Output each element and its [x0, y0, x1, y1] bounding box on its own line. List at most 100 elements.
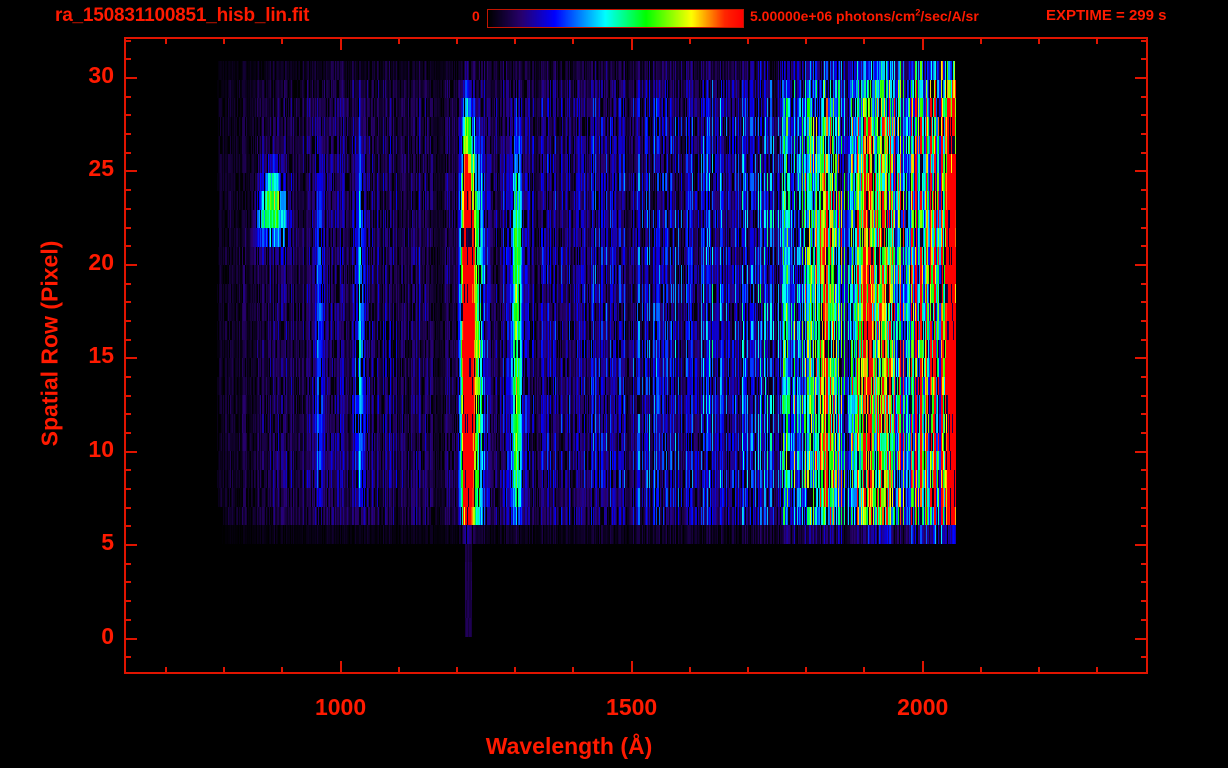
x-axis-tick: [805, 667, 808, 674]
plot-frame: [124, 37, 1148, 674]
x-axis-tick: [863, 37, 866, 44]
y-axis-tick: [1135, 263, 1148, 266]
x-axis-tick: [572, 37, 575, 44]
y-axis-tick-label: 5: [101, 529, 114, 556]
y-axis-tick: [1141, 338, 1148, 341]
y-axis-tick: [1141, 469, 1148, 472]
y-axis-tick: [1141, 525, 1148, 528]
y-axis-tick: [124, 357, 137, 360]
y-axis-tick: [124, 226, 131, 229]
y-axis-tick: [124, 469, 131, 472]
x-axis-tick: [688, 667, 691, 674]
y-axis-tick: [124, 375, 131, 378]
x-axis-tick: [514, 667, 517, 674]
x-axis-tick: [223, 667, 226, 674]
y-axis-tick: [124, 506, 131, 509]
colorbar: [487, 9, 744, 28]
y-axis-tick: [124, 170, 137, 173]
y-axis-tick: [124, 525, 131, 528]
colorbar-gradient: [488, 10, 743, 27]
y-axis-tick: [1141, 506, 1148, 509]
colorbar-max-label: 5.00000e+06 photons/cm2/sec/A/sr: [750, 8, 979, 24]
x-axis-tick: [164, 37, 167, 44]
y-axis-tick: [124, 282, 131, 285]
colorbar-units-exponent: 2: [915, 7, 921, 18]
y-axis-tick: [1141, 375, 1148, 378]
y-axis-tick: [1141, 581, 1148, 584]
y-axis-tick-label: 10: [88, 435, 114, 462]
y-axis-tick: [124, 207, 131, 210]
y-axis-tick: [124, 263, 137, 266]
y-axis-tick: [124, 562, 131, 565]
y-axis-tick: [1135, 170, 1148, 173]
x-axis-tick: [979, 667, 982, 674]
y-axis-tick: [124, 544, 137, 547]
y-axis-tick: [124, 600, 131, 603]
x-axis-tick: [281, 37, 284, 44]
x-axis-tick: [921, 661, 924, 674]
y-axis-tick: [1141, 189, 1148, 192]
y-axis-tick: [1135, 637, 1148, 640]
y-axis-tick: [1135, 77, 1148, 80]
spectrogram-image: [126, 39, 1146, 672]
x-axis-tick: [223, 37, 226, 44]
y-axis-tick: [1141, 319, 1148, 322]
y-axis-tick: [1141, 95, 1148, 98]
y-axis-tick: [1141, 58, 1148, 61]
x-axis-tick: [397, 667, 400, 674]
x-axis-tick: [747, 37, 750, 44]
y-axis-tick: [1141, 656, 1148, 659]
x-axis-tick: [514, 37, 517, 44]
y-axis-tick: [1141, 600, 1148, 603]
y-axis-tick: [1141, 562, 1148, 565]
y-axis-tick: [124, 618, 131, 621]
y-axis-tick: [124, 39, 131, 42]
y-axis-tick: [124, 488, 131, 491]
colorbar-max-value: 5.00000e+06: [750, 8, 833, 24]
x-axis-title-text: Wavelength (Å): [485, 733, 653, 759]
y-axis-tick: [124, 450, 137, 453]
colorbar-units-pre: photons/cm: [832, 8, 916, 24]
y-axis-tick: [1141, 394, 1148, 397]
page-title: ra_150831100851_hisb_lin.fit: [55, 5, 310, 26]
y-axis-tick: [124, 656, 131, 659]
y-axis-tick: [124, 394, 131, 397]
y-axis-tick: [124, 301, 131, 304]
y-axis-tick: [1141, 488, 1148, 491]
y-axis-tick: [1135, 544, 1148, 547]
y-axis-tick: [1141, 282, 1148, 285]
x-axis-tick: [921, 37, 924, 50]
y-axis-tick: [1141, 133, 1148, 136]
x-axis-tick-label: 1500: [606, 694, 658, 720]
y-axis-tick: [1141, 114, 1148, 117]
y-axis-tick: [1141, 432, 1148, 435]
x-axis-tick: [1096, 37, 1099, 44]
x-axis-tick: [339, 661, 342, 674]
x-axis-tick: [455, 37, 458, 44]
x-axis-tick: [863, 667, 866, 674]
y-axis-title: Spatial Row (Pixel): [36, 240, 63, 447]
y-axis-tick: [124, 581, 131, 584]
colorbar-units-post: /sec/A/sr: [920, 8, 979, 24]
y-axis-tick: [1141, 301, 1148, 304]
y-axis-tick: [124, 114, 131, 117]
y-axis-tick: [124, 58, 131, 61]
x-axis-tick: [339, 37, 342, 50]
colorbar-min-label: 0: [472, 8, 480, 24]
y-axis-tick: [1141, 207, 1148, 210]
y-axis-tick: [124, 245, 131, 248]
y-axis-tick: [124, 77, 137, 80]
y-axis-tick: [124, 189, 131, 192]
x-axis-tick: [572, 667, 575, 674]
x-axis-tick: [805, 37, 808, 44]
y-axis-tick-label: 20: [88, 248, 114, 275]
y-axis-tick: [1141, 39, 1148, 42]
y-axis-tick: [1135, 450, 1148, 453]
x-axis-tick: [1038, 667, 1041, 674]
y-axis-tick: [1135, 357, 1148, 360]
x-axis-tick: [747, 667, 750, 674]
y-axis-tick: [124, 319, 131, 322]
x-axis-tick-label: 2000: [897, 694, 949, 720]
x-axis-tick: [164, 667, 167, 674]
